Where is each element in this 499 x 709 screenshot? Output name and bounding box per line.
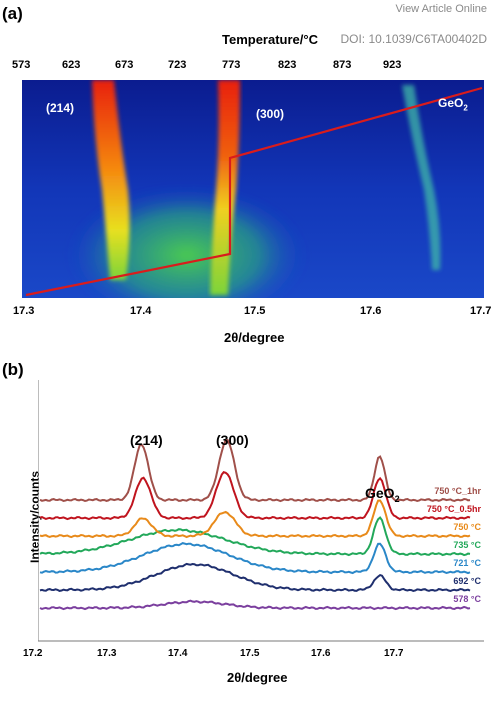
bottom-tick-label: 17.4 (130, 305, 152, 317)
series-line (39, 542, 471, 575)
x-tick-label: 17.3 (97, 648, 117, 659)
doi-text: DOI: 10.1039/C6TA00402D (340, 32, 487, 46)
bottom-tick-label: 17.5 (244, 305, 266, 317)
top-tick-label: 673 (115, 59, 134, 71)
top-tick-label: 723 (168, 59, 187, 71)
chart-label-300: (300) (216, 432, 249, 448)
series-line (39, 599, 471, 611)
series-legend-label: 735 °C (453, 540, 481, 550)
top-tick-label: 623 (62, 59, 81, 71)
series-line (39, 562, 471, 593)
panel-b-xlabel: 2θ/degree (227, 670, 288, 685)
series-line (39, 471, 471, 521)
panel-a-xlabel: 2θ/degree (224, 330, 285, 345)
series-layer (39, 439, 471, 611)
series-legend-label: 750 °C (453, 522, 481, 532)
heatmap-band-214 (92, 80, 130, 280)
temperature-trace-line (25, 86, 483, 297)
top-tick-label: 873 (333, 59, 352, 71)
top-tick-label: 773 (222, 59, 241, 71)
xrd-line-chart (38, 380, 484, 642)
x-tick-label: 17.2 (23, 648, 43, 659)
temperature-axis-title: Temperature/°C (222, 32, 318, 47)
heatmap-label-geo2: GeO2 (438, 96, 468, 113)
heatmap-band-geo2 (402, 85, 441, 270)
bottom-tick-label: 17.7 (470, 305, 492, 317)
series-line (39, 516, 471, 557)
series-legend-label: 750 °C_1hr (434, 486, 481, 496)
series-legend-label: 721 °C (453, 558, 481, 568)
chart-label-214: (214) (130, 432, 163, 448)
top-tick-label: 823 (278, 59, 297, 71)
series-legend-label: 578 °C (453, 594, 481, 604)
top-tick-label: 923 (383, 59, 402, 71)
series-line (39, 439, 471, 503)
series-legend-label: 692 °C (453, 576, 481, 586)
heatmap-plot (22, 80, 484, 298)
heatmap-band-300 (210, 80, 240, 295)
x-tick-label: 17.6 (311, 648, 331, 659)
chart-label-geo2: GeO2 (365, 485, 400, 504)
heatmap-label-214: (214) (46, 101, 75, 115)
heatmap-label-300: (300) (256, 107, 285, 121)
x-tick-label: 17.5 (240, 648, 260, 659)
top-tick-label: 573 (12, 59, 31, 71)
x-tick-label: 17.7 (384, 648, 404, 659)
view-article-online-link[interactable]: View Article Online (395, 3, 487, 15)
bottom-tick-label: 17.6 (360, 305, 382, 317)
chart-frame (38, 380, 484, 642)
panel-a-label: (a) (2, 4, 23, 23)
panel-b-label: (b) (2, 360, 24, 379)
x-tick-label: 17.4 (168, 648, 188, 659)
series-line (39, 499, 471, 539)
bottom-tick-label: 17.3 (13, 305, 35, 317)
series-legend-label: 750 °C_0.5hr (426, 504, 481, 514)
